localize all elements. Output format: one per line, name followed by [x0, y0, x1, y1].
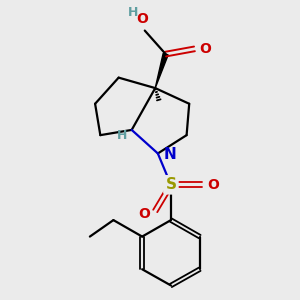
- Text: H: H: [117, 129, 128, 142]
- Text: O: O: [199, 42, 211, 56]
- Text: S: S: [165, 177, 176, 192]
- Polygon shape: [155, 53, 168, 88]
- Text: O: O: [139, 207, 151, 220]
- Text: O: O: [136, 12, 148, 26]
- Text: H: H: [128, 6, 138, 19]
- Text: N: N: [164, 147, 176, 162]
- Text: O: O: [207, 178, 219, 192]
